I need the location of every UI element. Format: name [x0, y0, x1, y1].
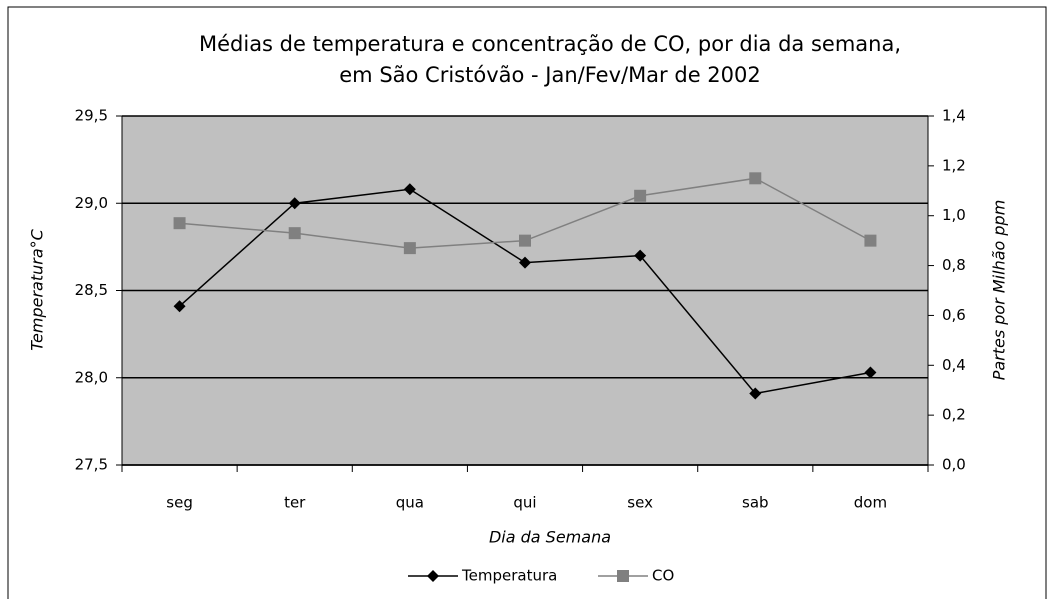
y2-tick-label: 0,4: [942, 356, 966, 374]
data-point: [403, 242, 416, 255]
x-tick-label: sab: [742, 494, 769, 512]
x-tick-label: qua: [396, 494, 424, 512]
y-tick-label: 28,5: [75, 281, 108, 299]
data-point: [403, 183, 416, 196]
chart-title: em São Cristóvão - Jan/Fev/Mar de 2002: [339, 63, 760, 87]
data-point: [864, 234, 877, 247]
y-tick-label: 29,0: [75, 194, 108, 212]
data-point: [749, 387, 762, 400]
legend-marker: [427, 570, 439, 582]
data-point: [288, 197, 301, 210]
x-tick-label: ter: [284, 494, 306, 512]
data-point: [749, 172, 762, 185]
data-point: [634, 249, 647, 262]
y2-axis-label: Partes por Milhão ppm: [990, 200, 1009, 381]
chart-title: Médias de temperatura e concentração de …: [199, 32, 901, 56]
y-tick-label: 29,5: [75, 107, 108, 125]
y2-tick-label: 0,8: [942, 256, 966, 274]
y-axis-label: Temperatura°C: [28, 228, 47, 350]
y-tick-label: 27,5: [75, 456, 108, 474]
data-point: [634, 189, 647, 202]
x-tick-label: qui: [513, 494, 536, 512]
data-point: [519, 234, 531, 247]
y2-tick-label: 0,2: [942, 406, 966, 424]
x-tick-label: seg: [166, 494, 193, 512]
legend-marker: [617, 570, 629, 582]
data-point: [288, 227, 301, 240]
x-axis-label: Dia da Semana: [489, 528, 611, 547]
legend-label: Temperatura: [461, 567, 557, 585]
y2-tick-label: 0,0: [942, 456, 966, 474]
y-tick-label: 28,0: [75, 368, 108, 386]
x-tick-label: dom: [854, 494, 887, 512]
data-point: [173, 300, 186, 313]
y2-tick-label: 1,2: [942, 156, 966, 174]
data-point: [173, 217, 186, 230]
y2-tick-label: 1,4: [942, 107, 966, 125]
legend-label: CO: [652, 567, 674, 585]
y2-tick-label: 1,0: [942, 206, 966, 224]
x-tick-label: sex: [627, 494, 653, 512]
y2-tick-label: 0,6: [942, 306, 966, 324]
data-point: [519, 256, 531, 269]
data-point: [864, 366, 877, 379]
